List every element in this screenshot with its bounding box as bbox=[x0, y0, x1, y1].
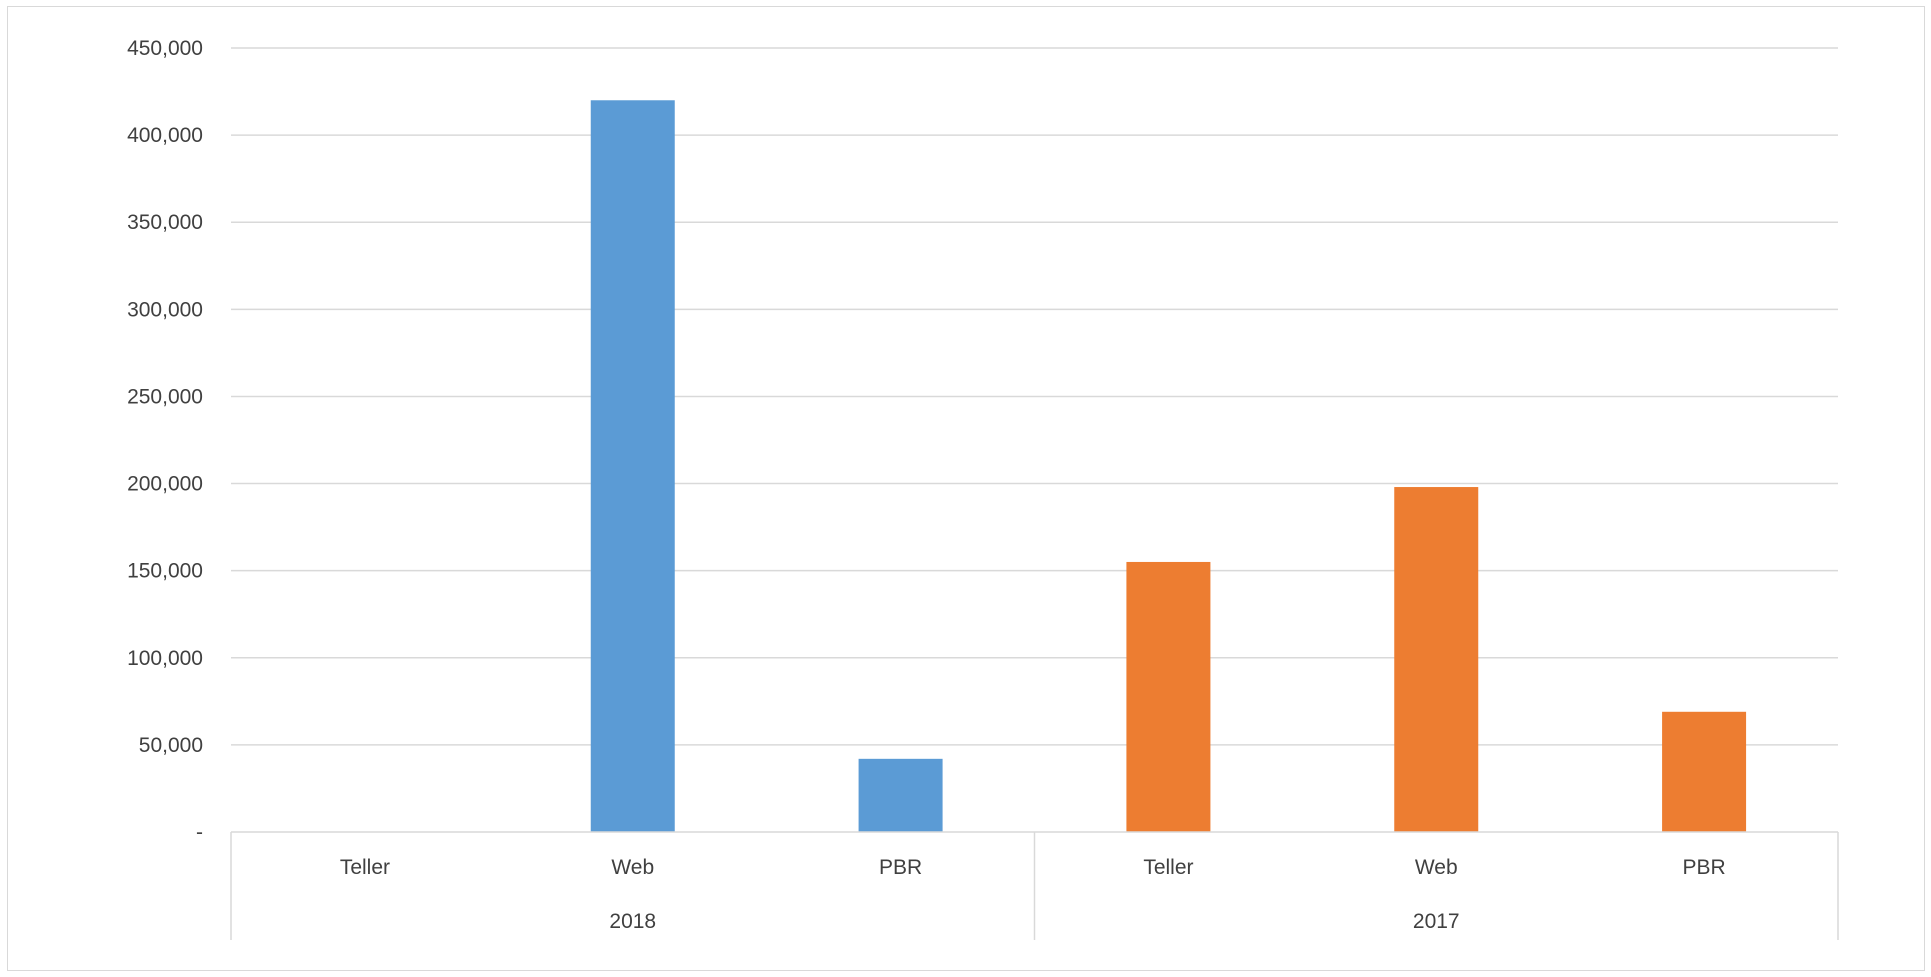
bar-2017-pbr bbox=[1662, 711, 1747, 832]
chart-frame bbox=[7, 6, 1925, 971]
x-group-label: 2017 bbox=[1413, 910, 1460, 933]
x-group-label: 2018 bbox=[609, 910, 656, 933]
y-tick-label: 100,000 bbox=[127, 647, 203, 670]
y-tick-label: 400,000 bbox=[127, 124, 203, 147]
y-axis-tick-labels: - 50,000 100,000 150,000 200,000 250,000 300,0… bbox=[127, 37, 203, 844]
grid-lines bbox=[231, 47, 1838, 746]
x-category-label: Teller bbox=[340, 856, 390, 879]
y-tick-label: - bbox=[196, 821, 203, 844]
x-category-label: Teller bbox=[1143, 856, 1193, 879]
y-tick-label: 200,000 bbox=[127, 473, 203, 496]
y-tick-label: 150,000 bbox=[127, 560, 203, 583]
x-category-label: PBR bbox=[1682, 856, 1725, 879]
x-axis-labels: Teller Web PBR 2018 Teller Web PBR 2017 bbox=[340, 856, 1726, 933]
y-tick-label: 450,000 bbox=[127, 37, 203, 60]
bars bbox=[590, 100, 1747, 833]
x-category-label: PBR bbox=[879, 856, 922, 879]
y-tick-label: 350,000 bbox=[127, 211, 203, 234]
x-category-label: Web bbox=[1415, 856, 1458, 879]
y-tick-label: 300,000 bbox=[127, 298, 203, 321]
x-axis bbox=[230, 831, 1839, 940]
y-tick-label: 250,000 bbox=[127, 385, 203, 408]
y-tick-label: 50,000 bbox=[139, 734, 203, 757]
bar-2018-web bbox=[590, 100, 675, 833]
bar-2018-pbr bbox=[858, 758, 943, 832]
bar-2017-teller bbox=[1126, 561, 1211, 832]
bar-2017-web bbox=[1394, 487, 1479, 832]
x-category-label: Web bbox=[611, 856, 654, 879]
